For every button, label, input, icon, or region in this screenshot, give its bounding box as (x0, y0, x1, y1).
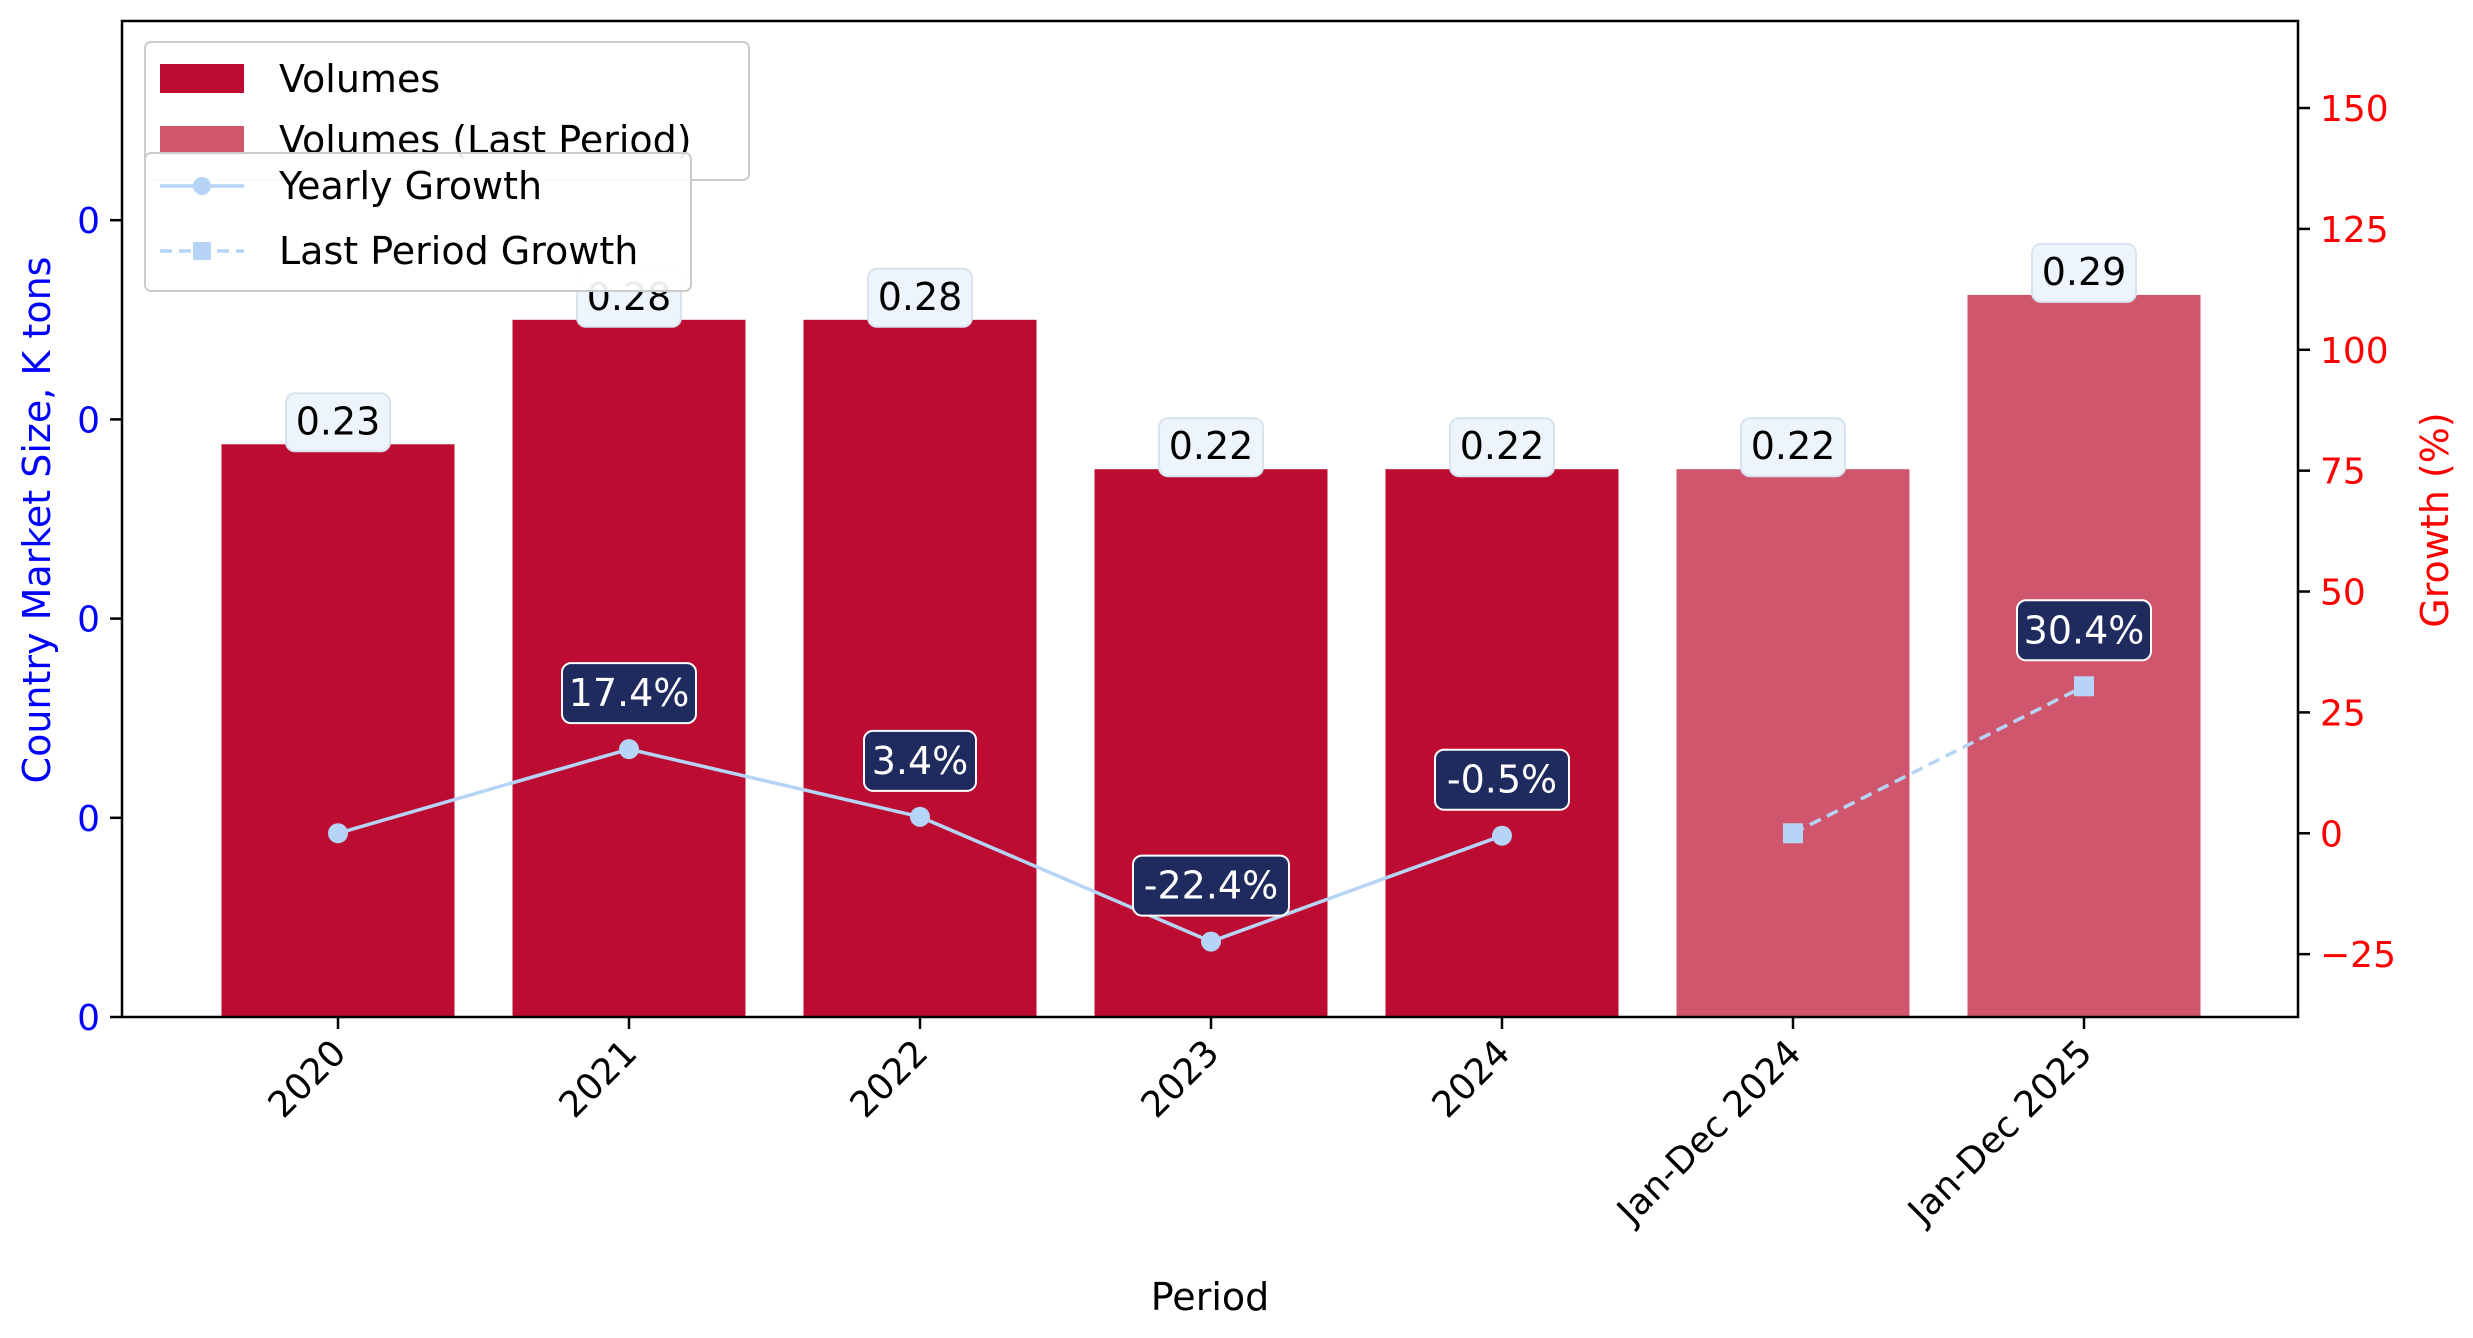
bar-value-label: 0.22 (1751, 424, 1836, 468)
bar-value-label: 0.23 (296, 399, 381, 443)
left-tick-label: 0 (77, 201, 100, 242)
right-tick-label: 125 (2320, 210, 2389, 251)
bar-label-box (1740, 417, 1846, 478)
right-axis-title: Growth (%) (2413, 412, 2457, 627)
x-tick-label: Jan-Dec 2024 (1608, 1032, 1809, 1233)
growth-label-box (1132, 854, 1290, 917)
left-tick-label: 0 (77, 600, 100, 641)
left-tick-label: 0 (77, 799, 100, 840)
x-tick-label: Jan-Dec 2025 (1899, 1032, 2100, 1233)
bars-layer (221, 294, 2201, 1017)
growth-value-label: 3.4% (872, 739, 969, 783)
left-tick-label: 0 (77, 400, 100, 441)
bar-value-label: 0.29 (2042, 250, 2127, 294)
x-tick-label: 2022 (843, 1032, 937, 1126)
x-tick-label: 2021 (552, 1032, 646, 1126)
bar-value-label: 0.22 (1169, 424, 1254, 468)
growth-point-circle (1492, 825, 1512, 846)
x-tick-label: 2020 (261, 1032, 355, 1126)
growth-point-circle (1201, 931, 1221, 952)
legend-marker-last-period-growth (193, 242, 211, 260)
growth-point-circle (910, 806, 930, 827)
growth-value-label: -0.5% (1447, 758, 1557, 802)
legend-label-yearly-growth: Yearly Growth (278, 164, 542, 208)
growth-label-box (2016, 599, 2152, 662)
legend-label-volumes: Volumes (279, 57, 440, 101)
legend-lines: Yearly Growth Last Period Growth (144, 152, 692, 292)
left-tick-label: 0 (77, 998, 100, 1039)
right-tick-label: 75 (2320, 452, 2366, 493)
right-tick-label: −25 (2320, 935, 2396, 976)
bar-label-box (867, 267, 973, 328)
growth-value-label: -22.4% (1144, 864, 1278, 908)
legend-swatch-volumes (160, 64, 244, 93)
right-tick-label: 25 (2320, 693, 2366, 734)
x-axis-title: Period (1151, 1275, 1270, 1319)
line-last-period-growth (1792, 684, 2085, 835)
bar-label-box (1158, 417, 1264, 478)
right-tick-label: 50 (2320, 573, 2366, 614)
growth-value-label: 17.4% (569, 671, 690, 715)
right-tick-label: 0 (2320, 814, 2343, 855)
growth-lines-layer (328, 676, 2094, 952)
bar-label-box (1449, 417, 1555, 478)
growth-label-box (1434, 748, 1570, 811)
bar-volumes-2022 (803, 319, 1037, 1017)
growth-point-square (2074, 676, 2094, 697)
legend-bars: Volumes Volumes (Last Period) (144, 41, 750, 181)
bar-last-period-jan-dec-2024 (1676, 469, 1910, 1017)
legend-swatch-volumes-last-period (160, 126, 244, 155)
growth-point-circle (619, 739, 639, 760)
right-tick-label: 150 (2320, 89, 2389, 130)
bar-value-label: 0.28 (878, 275, 963, 319)
x-tick-label: 2024 (1425, 1032, 1519, 1126)
x-tick-label: 2023 (1134, 1032, 1228, 1126)
bar-volumes-2024 (1385, 469, 1619, 1017)
right-tick-label: 100 (2320, 331, 2389, 372)
growth-point-square (1783, 823, 1803, 844)
bar-value-label: 0.22 (1460, 424, 1545, 468)
bar-volumes-2023 (1094, 469, 1328, 1017)
growth-point-circle (328, 823, 348, 844)
growth-value-label: 30.4% (2024, 608, 2145, 652)
left-axis-title: Country Market Size, K tons (15, 257, 59, 784)
bar-label-box (285, 392, 391, 453)
legend-lines-frame (144, 152, 692, 292)
legend-label-last-period-growth: Last Period Growth (279, 229, 638, 273)
legend-marker-yearly-growth (193, 177, 211, 195)
bar-label-box (2031, 242, 2137, 303)
bar-volumes-2020 (221, 444, 455, 1017)
growth-label-box (561, 662, 697, 725)
growth-label-box (863, 729, 977, 792)
